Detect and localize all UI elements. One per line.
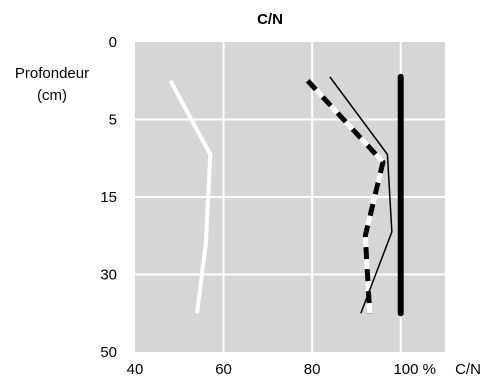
series-thin-black-line (329, 76, 393, 314)
axis-ticks: 0 5 15 30 50 40 60 80 100 % (100, 34, 436, 378)
y-tick-label: 5 (109, 112, 117, 129)
x-tick-label: 40 (127, 361, 144, 378)
y-tick-label: 0 (109, 34, 117, 51)
chart-title: C/N (257, 11, 283, 28)
x-tick-label: 100 % (393, 361, 436, 378)
y-tick-label: 30 (100, 267, 117, 284)
y-axis-label-line1: Profondeur (15, 65, 89, 82)
y-axis-label-line2: (cm) (37, 87, 67, 104)
series-group (168, 73, 404, 317)
y-tick-label: 15 (100, 189, 117, 206)
y-tick-label: 50 (100, 344, 117, 361)
x-axis-label: C/N (455, 361, 481, 378)
x-tick-label: 80 (304, 361, 321, 378)
series-white-line (168, 79, 213, 314)
series-dashed-line (305, 79, 386, 314)
x-tick-label: 60 (215, 361, 232, 378)
